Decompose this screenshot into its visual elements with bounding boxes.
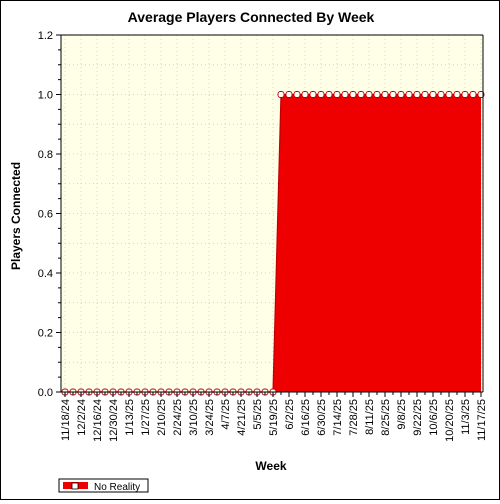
y-axis-ticks: 0.0 0.2 0.4 0.6 0.8 1.0 1.2 — [38, 30, 61, 399]
legend-label: No Reality — [94, 482, 140, 493]
data-point — [453, 91, 461, 98]
series-area-0 — [65, 94, 481, 392]
x-tick-label: 5/19/25 — [268, 399, 280, 436]
data-point — [333, 91, 341, 98]
y-tick-label: 0.0 — [38, 387, 53, 399]
x-tick-label: 4/21/25 — [236, 399, 248, 436]
data-point — [381, 91, 389, 98]
legend: No Reality — [58, 478, 149, 493]
x-tick-label: 12/30/24 — [108, 399, 120, 442]
data-point — [309, 91, 317, 98]
x-tick-label: 6/30/25 — [316, 399, 328, 436]
data-point — [389, 91, 397, 98]
x-tick-label: 11/18/24 — [60, 399, 72, 441]
x-tick-label: 8/25/25 — [380, 399, 392, 436]
data-point — [461, 91, 469, 98]
x-tick-label: 10/6/25 — [428, 399, 440, 436]
data-point — [341, 91, 349, 98]
data-point — [437, 91, 445, 98]
legend-marker — [71, 482, 79, 490]
data-point — [397, 91, 405, 98]
data-point — [365, 91, 373, 98]
x-axis-label: Week — [255, 459, 286, 473]
y-tick-label: 0.4 — [38, 268, 53, 280]
x-tick-label: 8/11/25 — [364, 399, 376, 435]
x-tick-label: 11/17/25 — [476, 399, 488, 441]
data-point — [357, 91, 365, 98]
x-tick-label: 3/10/25 — [188, 399, 200, 436]
x-tick-label: 7/14/25 — [332, 399, 344, 436]
x-tick-label: 11/3/25 — [460, 399, 472, 435]
data-point — [405, 91, 413, 98]
x-tick-label: 2/10/25 — [156, 399, 168, 436]
x-tick-label: 9/22/25 — [412, 399, 424, 436]
data-point — [413, 91, 421, 98]
y-tick-label: 1.0 — [38, 90, 53, 102]
x-tick-label: 3/24/25 — [204, 399, 216, 436]
data-point — [373, 91, 381, 98]
y-tick-label: 0.2 — [38, 328, 53, 340]
y-tick-label: 1.2 — [38, 30, 53, 42]
data-point — [293, 91, 301, 98]
y-tick-label: 0.6 — [38, 209, 53, 221]
x-tick-label: 2/24/25 — [172, 399, 184, 436]
x-tick-label: 1/13/25 — [124, 399, 136, 436]
data-point — [445, 91, 453, 98]
data-point — [421, 91, 429, 98]
x-tick-label: 5/5/25 — [252, 399, 264, 430]
data-point — [325, 91, 333, 98]
x-tick-label: 12/16/24 — [92, 399, 104, 442]
chart-title: Average Players Connected By Week — [128, 9, 375, 25]
x-tick-label: 6/16/25 — [300, 399, 312, 436]
x-tick-label: 6/2/25 — [284, 399, 296, 430]
x-axis-ticks: 11/18/24 12/2/24 12/16/24 12/30/24 1/13/25 1/… — [60, 392, 488, 442]
data-point — [469, 91, 477, 98]
y-axis-label: Players Connected — [9, 162, 23, 270]
x-tick-label: 9/8/25 — [396, 399, 408, 430]
data-point — [349, 91, 357, 98]
data-point — [285, 91, 293, 98]
data-point — [317, 91, 325, 98]
data-point — [301, 91, 309, 98]
x-tick-label: 1/27/25 — [140, 399, 152, 436]
x-tick-label: 12/2/24 — [76, 399, 88, 436]
data-point — [277, 91, 285, 98]
y-tick-label: 0.8 — [38, 149, 53, 161]
data-point — [429, 91, 437, 98]
x-tick-label: 10/20/25 — [444, 399, 456, 442]
x-tick-label: 7/28/25 — [348, 399, 360, 436]
x-tick-label: 4/7/25 — [220, 399, 232, 430]
